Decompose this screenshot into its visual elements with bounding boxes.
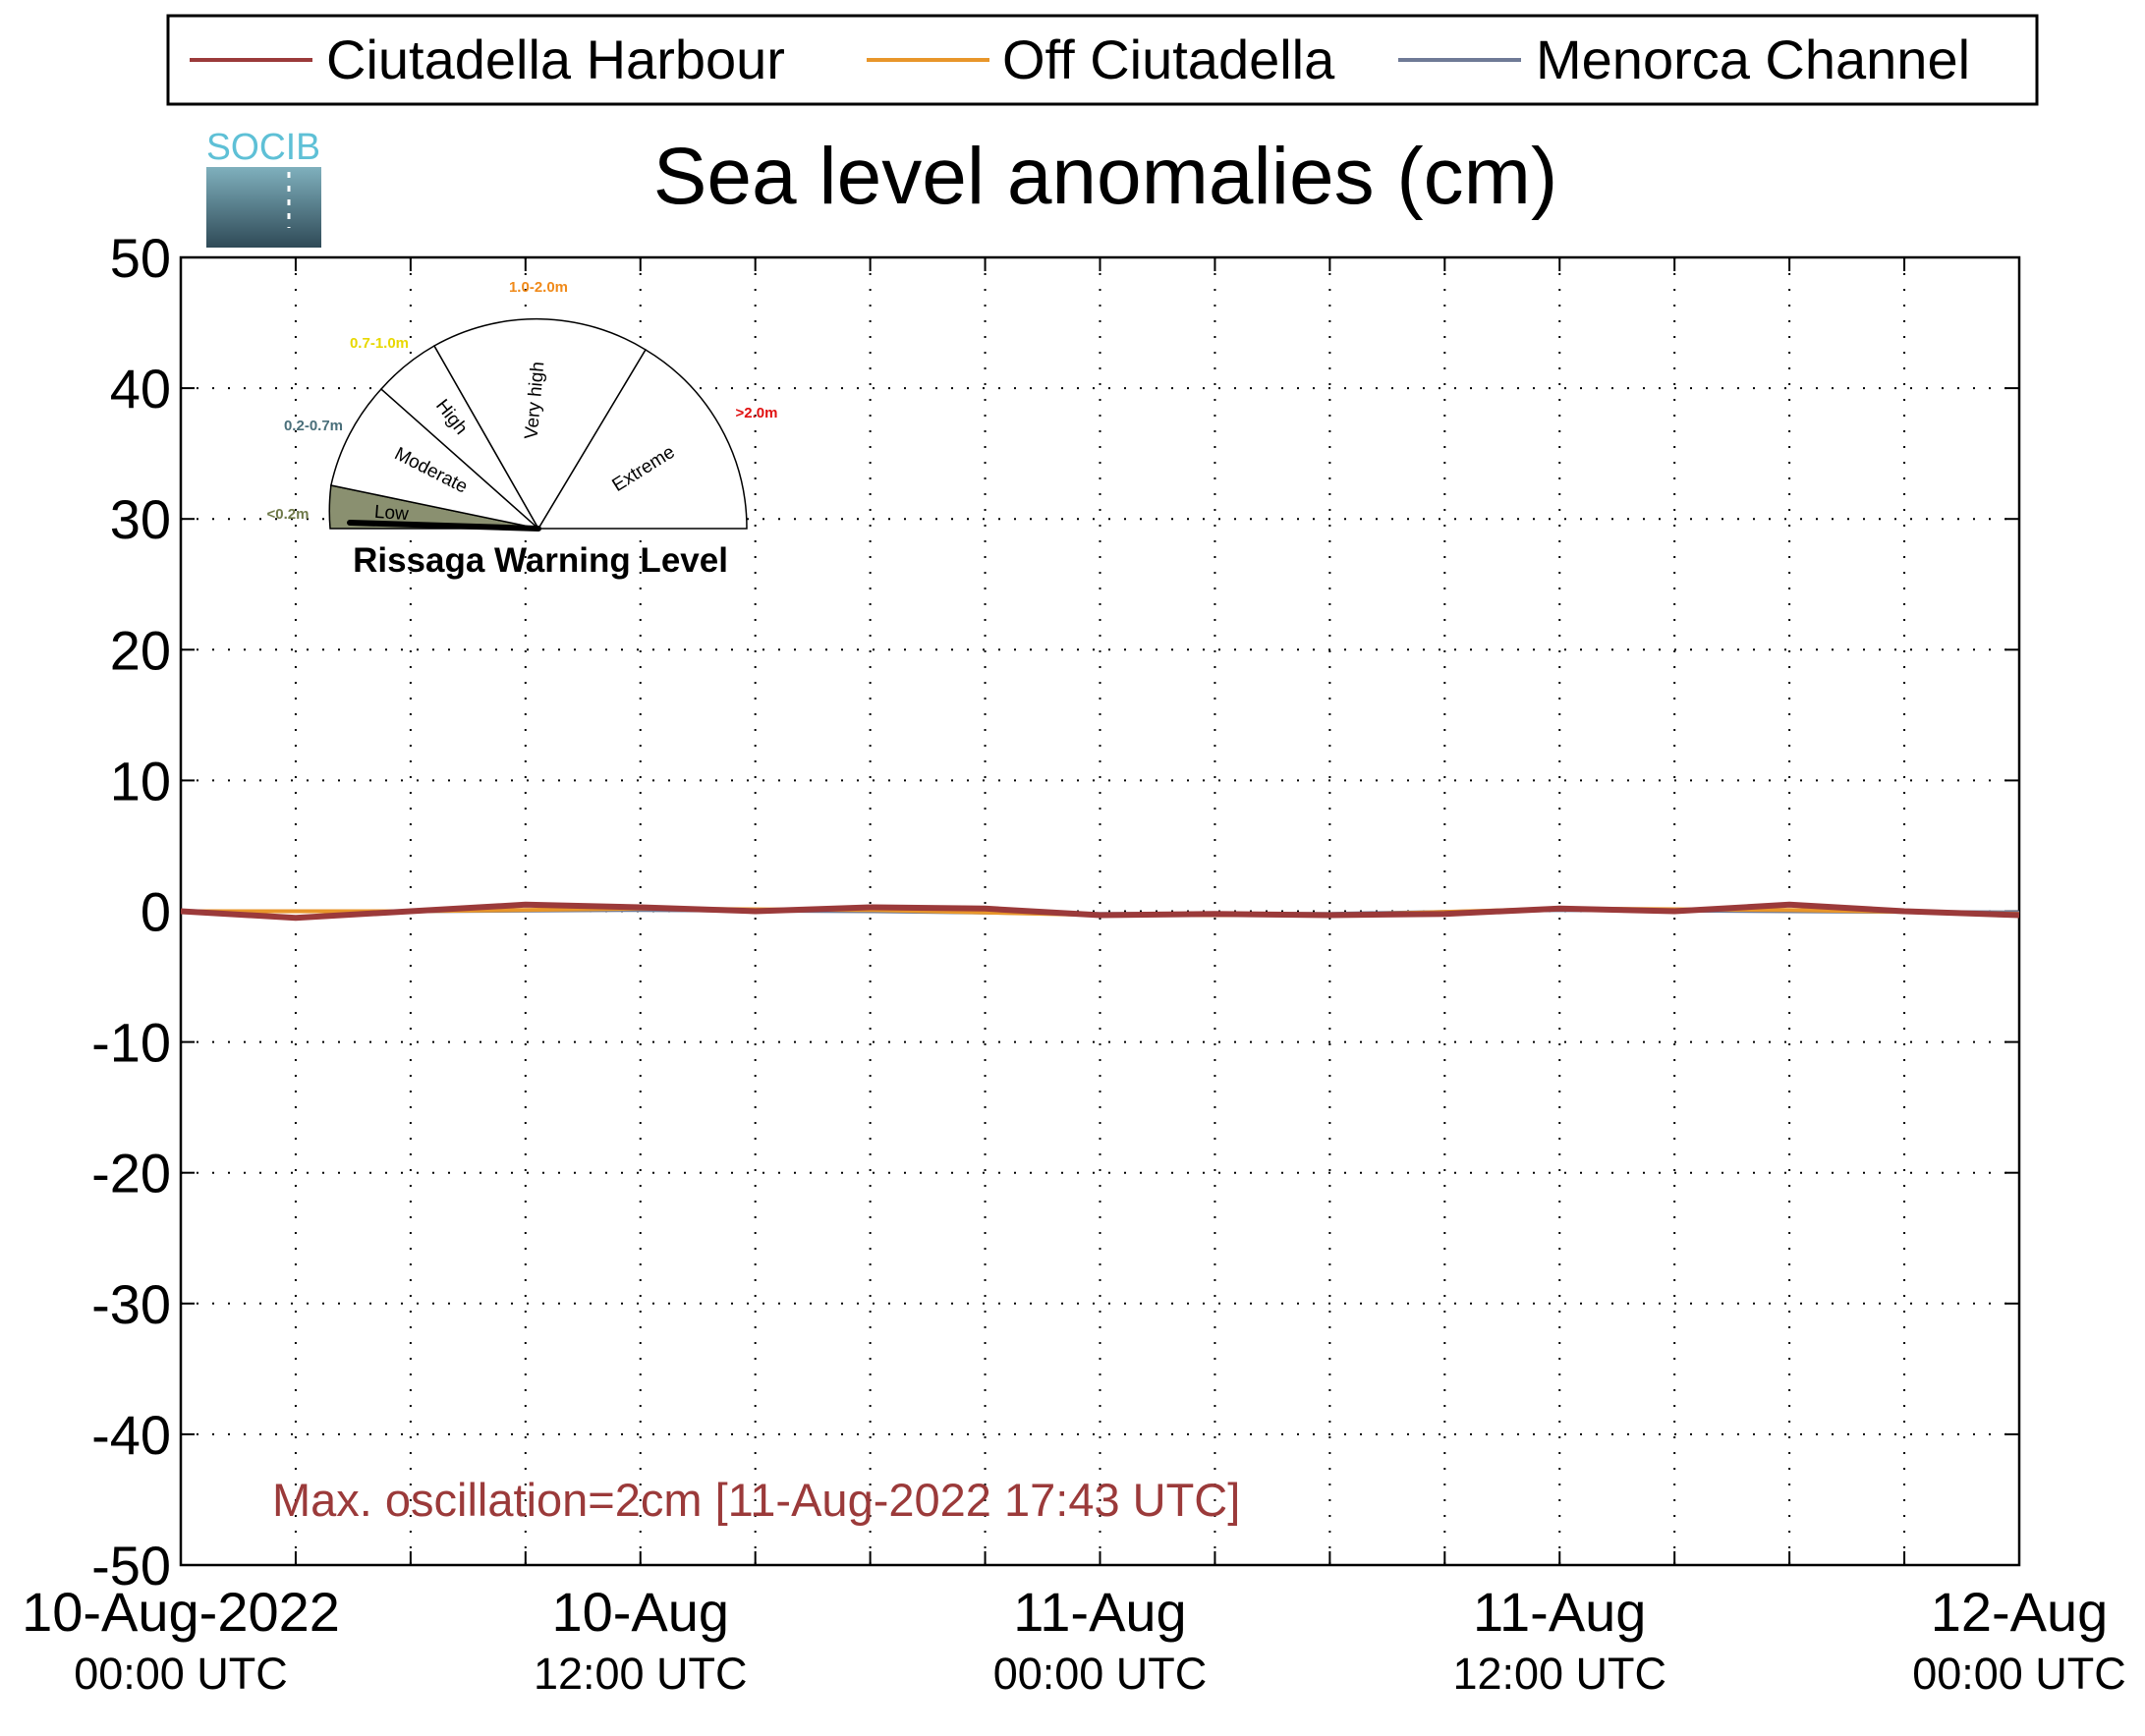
y-tick-labels: 50 40 30 20 10 0 -10 -20 -30 -40 -50 [91, 227, 171, 1596]
x-tick-label-date: 10-Aug-2022 [22, 1581, 340, 1643]
y-tick-label: 40 [110, 358, 171, 420]
gauge-sector-moderate [330, 387, 541, 531]
legend-label-menorca-channel: Menorca Channel [1536, 28, 1970, 90]
series-lines [180, 901, 2020, 922]
gauge-range-very-high: 1.0-2.0m [509, 279, 568, 296]
ticks [181, 256, 2019, 1566]
x-tick-label-time: 00:00 UTC [1912, 1649, 2126, 1699]
y-tick-label: 50 [110, 227, 171, 289]
legend: Ciutadella Harbour Off Ciutadella Menorc… [166, 14, 2039, 106]
y-tick-label: -50 [91, 1535, 171, 1596]
gauge-range-moderate: 0.2-0.7m [284, 418, 343, 434]
x-tick-label-date: 12-Aug [1931, 1581, 2109, 1643]
y-tick-label: 10 [110, 750, 171, 812]
y-tick-label: 20 [110, 619, 171, 681]
y-tick-label: -30 [91, 1273, 171, 1335]
rissaga-gauge: Low Moderate High Very high Extreme <0.2… [267, 279, 778, 580]
socib-logo: SOCIB [206, 127, 321, 248]
x-tick-label-date: 11-Aug [1013, 1581, 1186, 1643]
series-line-ciutadella-harbour [180, 901, 2020, 922]
y-tick-label: -10 [91, 1012, 171, 1074]
x-tick-label-time: 12:00 UTC [534, 1649, 748, 1699]
x-tick-label-time: 00:00 UTC [993, 1649, 1208, 1699]
y-tick-label: 0 [141, 881, 171, 943]
chart-title: Sea level anomalies (cm) [653, 132, 1558, 221]
gauge-range-low: <0.2m [267, 506, 310, 523]
x-tick-labels: 10-Aug-2022 00:00 UTC 10-Aug 12:00 UTC 11-Au… [22, 1581, 2126, 1699]
y-tick-label: -20 [91, 1143, 171, 1204]
x-tick-label-time: 00:00 UTC [74, 1649, 288, 1699]
y-tick-label: -40 [91, 1404, 171, 1466]
gauge-range-high: 0.7-1.0m [350, 335, 409, 352]
logo-text: SOCIB [206, 127, 320, 168]
x-tick-label-date: 11-Aug [1473, 1581, 1646, 1643]
gauge-range-extreme: >2.0m [736, 405, 778, 421]
x-tick-label-date: 10-Aug [551, 1581, 729, 1643]
legend-label-off-ciutadella: Off Ciutadella [1002, 28, 1335, 90]
y-tick-label: 30 [110, 488, 171, 550]
gauge-title: Rissaga Warning Level [353, 541, 728, 580]
gauge-sector-very-high [432, 317, 648, 531]
legend-label-ciutadella-harbour: Ciutadella Harbour [326, 28, 785, 90]
x-tick-label-time: 12:00 UTC [1452, 1649, 1666, 1699]
gauge-sector-extreme [536, 348, 748, 530]
gauge-needle [347, 520, 541, 532]
max-oscillation-annotation: Max. oscillation=2cm [11-Aug-2022 17:43 … [272, 1474, 1240, 1526]
legend-box [166, 14, 2039, 106]
gauge-label-low: Low [373, 502, 410, 525]
